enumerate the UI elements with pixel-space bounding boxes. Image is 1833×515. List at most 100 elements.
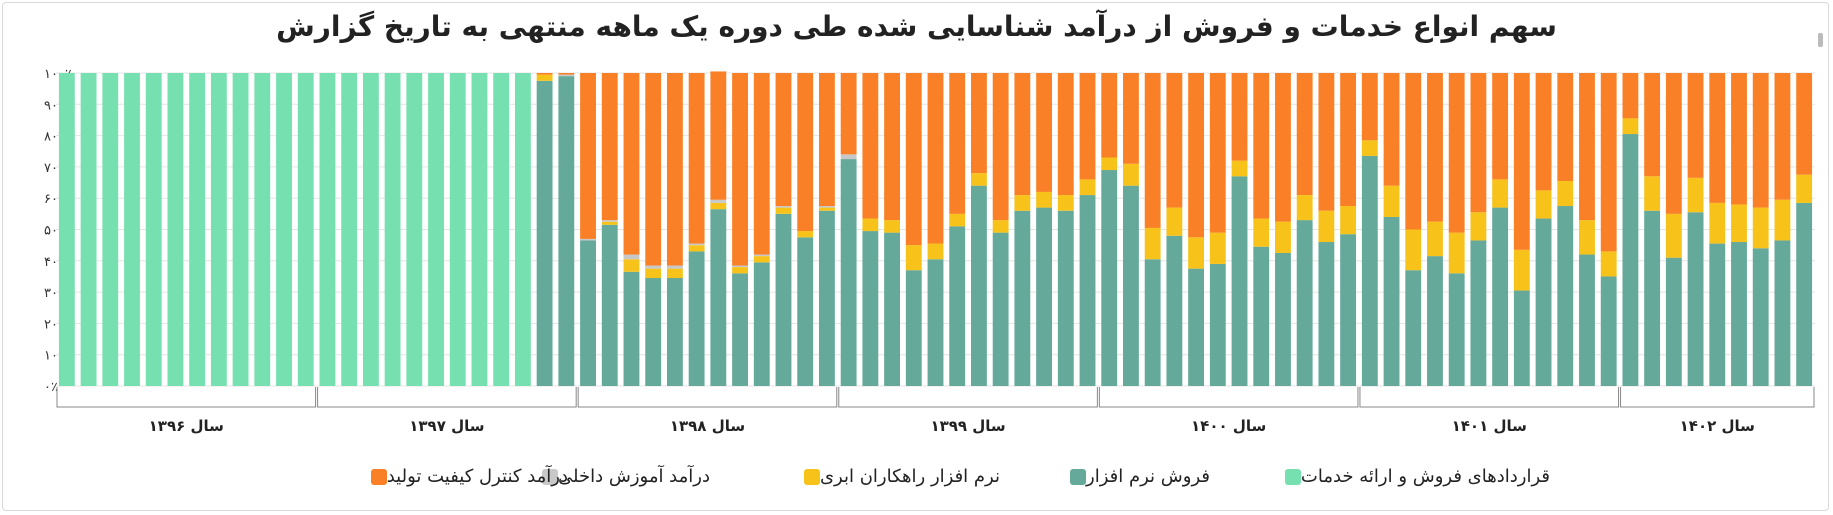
bar-segment-s4[interactable] xyxy=(775,73,792,207)
bar-segment-s1[interactable] xyxy=(1731,242,1747,386)
bar-segment-s1[interactable] xyxy=(927,259,944,386)
bar-segment-s2[interactable] xyxy=(710,202,727,210)
bar-segment-s2[interactable] xyxy=(1752,207,1769,249)
bar-segment-s0[interactable] xyxy=(406,73,423,386)
bar-segment-s1[interactable] xyxy=(1448,273,1465,386)
bar-segment-s0[interactable] xyxy=(297,73,314,386)
bar-segment-s4[interactable] xyxy=(1361,73,1378,141)
bar-segment-s1[interactable] xyxy=(862,231,879,386)
bar-segment-s1[interactable] xyxy=(1014,210,1031,386)
bar-segment-s2[interactable] xyxy=(905,245,922,271)
bar-segment-s1[interactable] xyxy=(558,76,575,386)
bar-segment-s0[interactable] xyxy=(145,73,162,386)
bar-segment-s4[interactable] xyxy=(1405,73,1422,230)
bar-segment-s2[interactable] xyxy=(1014,195,1031,211)
bar-segment-s1[interactable] xyxy=(1535,218,1552,386)
bar-segment-s2[interactable] xyxy=(862,218,879,232)
bar-segment-s4[interactable] xyxy=(580,73,596,239)
bar-segment-s4[interactable] xyxy=(1709,73,1726,203)
bar-segment-s0[interactable] xyxy=(493,73,510,386)
bar-segment-s1[interactable] xyxy=(1579,254,1595,386)
bar-segment-s4[interactable] xyxy=(1275,73,1291,222)
bar-segment-s4[interactable] xyxy=(1123,73,1139,164)
bar-segment-s4[interactable] xyxy=(1665,73,1682,214)
bar-segment-s2[interactable] xyxy=(992,220,1009,233)
bar-segment-s1[interactable] xyxy=(1600,276,1617,386)
bar-segment-s2[interactable] xyxy=(1622,118,1639,135)
bar-segment-s2[interactable] xyxy=(1405,229,1422,271)
bar-segment-s4[interactable] xyxy=(645,73,662,266)
bar-segment-s2[interactable] xyxy=(1036,191,1053,208)
bar-segment-s1[interactable] xyxy=(601,224,618,386)
bar-segment-s1[interactable] xyxy=(1774,240,1791,386)
bar-segment-s4[interactable] xyxy=(1231,73,1248,161)
bar-segment-s4[interactable] xyxy=(1209,73,1226,233)
bar-segment-s4[interactable] xyxy=(905,73,922,246)
bar-segment-s3[interactable] xyxy=(840,154,857,160)
bar-segment-s4[interactable] xyxy=(1470,73,1487,213)
bar-segment-s4[interactable] xyxy=(797,73,814,232)
bar-segment-s4[interactable] xyxy=(1036,73,1053,192)
bar-segment-s4[interactable] xyxy=(1752,73,1769,208)
bar-segment-s1[interactable] xyxy=(971,185,987,386)
bar-segment-s4[interactable] xyxy=(927,73,944,244)
bar-segment-s4[interactable] xyxy=(1774,73,1791,200)
bar-segment-s4[interactable] xyxy=(1579,73,1595,221)
bar-segment-s2[interactable] xyxy=(971,173,987,186)
bar-segment-s0[interactable] xyxy=(167,73,184,386)
bar-segment-s2[interactable] xyxy=(536,74,553,81)
bar-segment-s4[interactable] xyxy=(1014,73,1031,196)
bar-segment-s2[interactable] xyxy=(1513,249,1530,291)
bar-segment-s4[interactable] xyxy=(1644,73,1661,177)
bar-segment-s4[interactable] xyxy=(1057,73,1074,196)
bar-segment-s2[interactable] xyxy=(1188,237,1205,269)
bar-segment-s4[interactable] xyxy=(1318,73,1335,211)
bar-segment-s4[interactable] xyxy=(666,73,683,266)
bar-segment-s4[interactable] xyxy=(1253,73,1270,219)
bar-segment-s4[interactable] xyxy=(1166,73,1183,208)
bar-segment-s0[interactable] xyxy=(384,73,401,386)
bar-segment-s0[interactable] xyxy=(58,73,75,386)
bar-segment-s1[interactable] xyxy=(753,262,770,386)
bar-segment-s2[interactable] xyxy=(1709,202,1726,244)
bar-segment-s2[interactable] xyxy=(1535,190,1552,219)
bar-segment-s2[interactable] xyxy=(1144,227,1161,260)
bar-segment-s4[interactable] xyxy=(1492,73,1509,180)
bar-segment-s1[interactable] xyxy=(1405,270,1422,386)
bar-segment-s1[interactable] xyxy=(1383,216,1400,386)
bar-segment-s2[interactable] xyxy=(775,207,792,214)
bar-segment-s2[interactable] xyxy=(1731,204,1747,243)
legend-item-2[interactable]: نرم افزار راهکاران ابری xyxy=(796,466,1000,487)
bar-segment-s1[interactable] xyxy=(1123,185,1139,386)
legend-item-3[interactable]: درآمد آموزش داخلی xyxy=(534,466,710,487)
bar-segment-s4[interactable] xyxy=(732,73,748,266)
bar-segment-s4[interactable] xyxy=(818,73,835,207)
bar-segment-s1[interactable] xyxy=(1318,242,1335,386)
bar-segment-s1[interactable] xyxy=(1752,248,1769,386)
bar-segment-s0[interactable] xyxy=(514,73,531,386)
bar-segment-s2[interactable] xyxy=(797,231,814,238)
bar-segment-s1[interactable] xyxy=(1253,246,1270,386)
bar-segment-s3[interactable] xyxy=(710,199,727,203)
bar-segment-s0[interactable] xyxy=(428,73,444,386)
bar-segment-s1[interactable] xyxy=(1557,206,1574,386)
bar-segment-s1[interactable] xyxy=(1644,210,1661,386)
bar-segment-s3[interactable] xyxy=(601,220,618,222)
bar-segment-s2[interactable] xyxy=(1383,185,1400,217)
bar-segment-s2[interactable] xyxy=(732,267,748,274)
legend-item-4[interactable]: درآمد کنترل کیفیت تولید xyxy=(363,466,568,487)
bar-segment-s0[interactable] xyxy=(189,73,206,386)
bar-segment-s1[interactable] xyxy=(666,278,683,386)
bar-segment-s1[interactable] xyxy=(1101,170,1118,386)
bar-segment-s4[interactable] xyxy=(1535,73,1552,191)
bar-segment-s1[interactable] xyxy=(1470,240,1487,386)
bar-segment-s1[interactable] xyxy=(1275,252,1291,386)
bar-segment-s3[interactable] xyxy=(775,206,792,208)
bar-segment-s4[interactable] xyxy=(601,73,618,221)
bar-segment-s4[interactable] xyxy=(1731,73,1747,205)
bar-segment-s0[interactable] xyxy=(254,73,271,386)
bar-segment-s0[interactable] xyxy=(276,73,292,386)
bar-segment-s4[interactable] xyxy=(710,71,727,200)
bar-segment-s0[interactable] xyxy=(102,73,119,386)
bar-segment-s2[interactable] xyxy=(1209,232,1226,264)
